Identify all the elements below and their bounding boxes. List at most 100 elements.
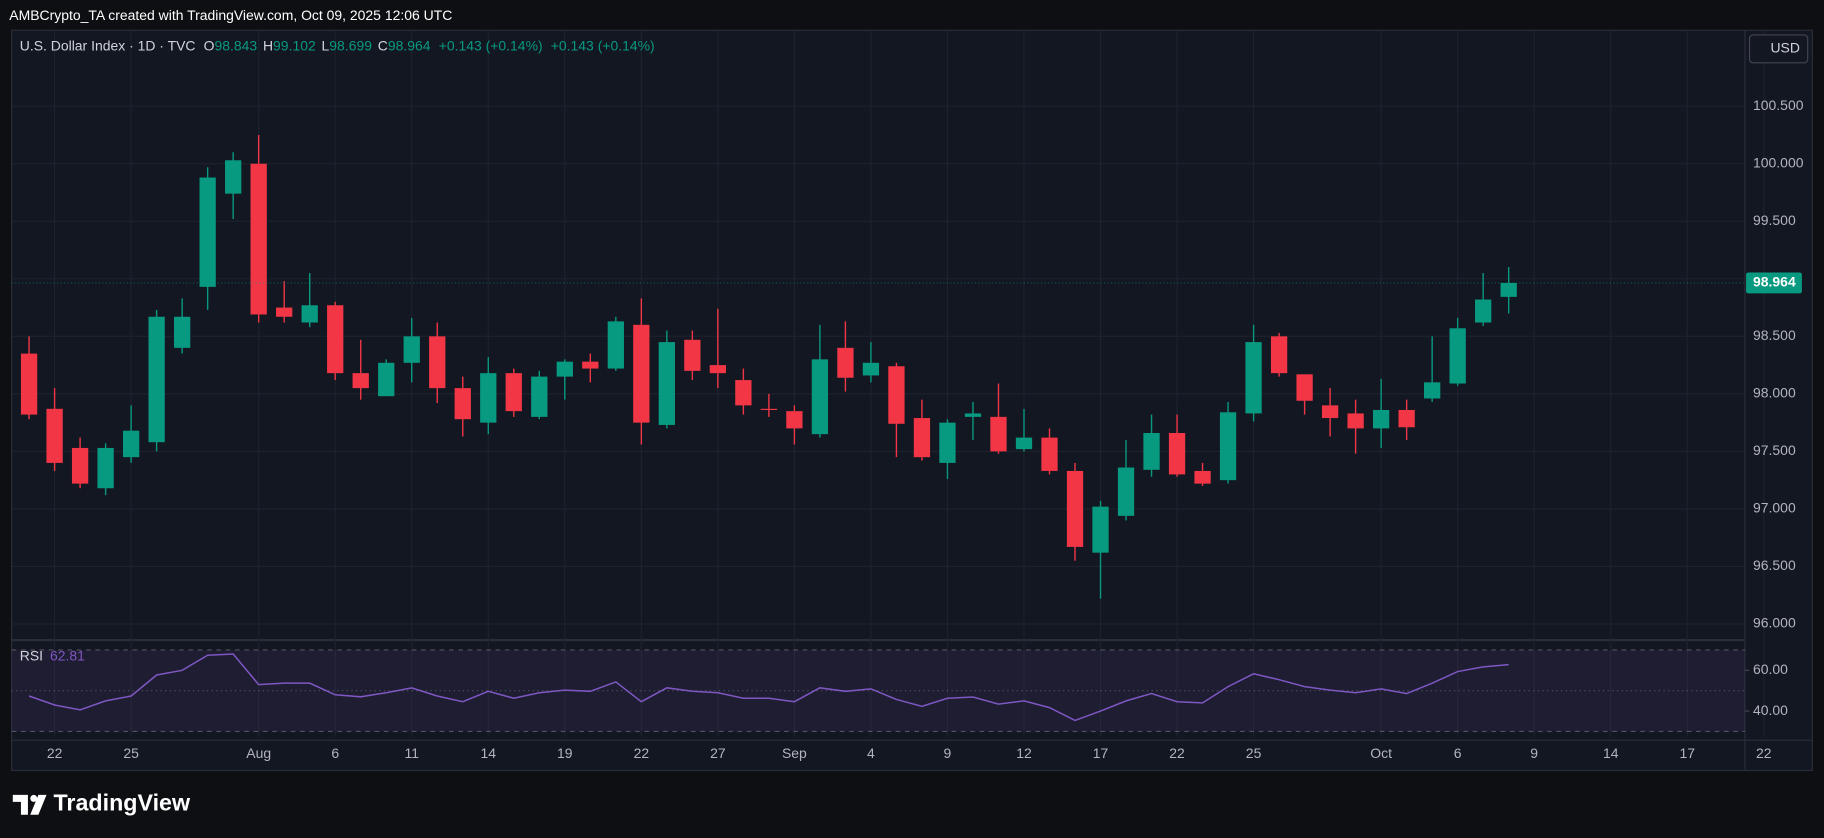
toolbar: USD	[1748, 34, 1809, 64]
legend-item: 98.699	[329, 37, 372, 53]
candle-body	[480, 373, 497, 423]
x-tick-label: 14	[481, 745, 497, 761]
x-tick-label: 9	[1530, 745, 1538, 761]
x-tick-label: 11	[404, 745, 419, 761]
candle-body	[811, 359, 829, 435]
x-tick-label: 25	[123, 745, 139, 761]
candle-body	[352, 373, 369, 389]
candle-body	[786, 411, 803, 429]
x-tick-label: Sep	[782, 745, 807, 761]
candle-body	[1143, 432, 1160, 470]
candle-body	[429, 336, 446, 389]
rsi-legend: RSI 62.81	[20, 647, 85, 663]
candle-body	[71, 447, 89, 484]
candle-body	[1092, 506, 1109, 553]
candle-body	[20, 353, 38, 415]
candle-body	[1219, 412, 1237, 481]
x-tick-label: 25	[1246, 745, 1262, 761]
legend-item: U.S. Dollar Index · 1D · TVC	[20, 37, 196, 53]
candle-body	[556, 361, 573, 377]
candle-body	[174, 316, 191, 348]
candle-body	[276, 307, 293, 317]
candle-body	[684, 339, 701, 371]
candle-body	[990, 416, 1007, 452]
candle-body	[1194, 470, 1211, 484]
x-tick-label: Oct	[1370, 745, 1392, 761]
x-tick-label: 22	[634, 745, 650, 761]
candle-body	[454, 388, 471, 420]
candle-body	[837, 347, 854, 378]
candle-body	[1500, 282, 1517, 297]
y-tick-label: 97.000	[1753, 500, 1796, 516]
logo-icon	[12, 794, 47, 815]
candle-body	[862, 362, 880, 376]
candle-body	[97, 447, 114, 489]
candle-body	[888, 366, 905, 424]
legend-item: L	[322, 37, 330, 53]
y-tick-label: 98.500	[1753, 327, 1796, 343]
x-tick-label: 6	[331, 745, 339, 761]
candle-body	[1424, 382, 1441, 399]
logo-text: TradingView	[54, 789, 191, 815]
candle-body	[378, 362, 395, 397]
x-tick-label: 9	[944, 745, 952, 761]
x-tick-label: 27	[710, 745, 726, 761]
candle-body	[1245, 342, 1262, 414]
legend-item: +0.143 (+0.14%)	[551, 37, 655, 53]
candle-body	[939, 422, 956, 463]
y-tick-label: 99.500	[1753, 212, 1796, 228]
candle-body	[658, 342, 675, 425]
x-tick-label: 22	[1169, 745, 1185, 761]
candle-body	[122, 430, 140, 458]
legend-item: 98.964	[388, 37, 431, 53]
candle-body	[505, 373, 522, 412]
candle-body	[1475, 299, 1492, 323]
candle-body	[1117, 467, 1135, 516]
candle-body	[913, 418, 931, 458]
candle-body	[1449, 328, 1466, 384]
candle-body	[199, 177, 216, 287]
currency-label[interactable]: USD	[1770, 40, 1799, 56]
candle-body	[1321, 405, 1339, 419]
x-tick-label: 4	[867, 745, 875, 761]
candle-body	[582, 361, 599, 369]
rsi-name: RSI	[20, 647, 43, 663]
legend-item: +0.143 (+0.14%)	[439, 37, 543, 53]
candle-body	[1168, 432, 1186, 475]
candle-body	[633, 324, 650, 423]
candle-body	[1015, 437, 1033, 450]
candle-body	[735, 380, 752, 406]
candles	[20, 134, 1517, 599]
chart-legend: U.S. Dollar Index · 1D · TVC O98.843 H99.1…	[20, 37, 655, 53]
x-tick-label: 14	[1603, 745, 1619, 761]
x-tick-label: 12	[1016, 745, 1032, 761]
x-tick-label: 6	[1454, 745, 1462, 761]
rsi-tick-label: 60.00	[1753, 661, 1788, 677]
candle-body	[327, 305, 344, 374]
last-price-label: 98.964	[1753, 274, 1796, 290]
candle-body	[531, 376, 548, 417]
candle-body	[760, 408, 778, 410]
candle-body	[1270, 336, 1288, 374]
candle-body	[1041, 437, 1058, 471]
legend-item: 98.843	[214, 37, 257, 53]
rsi-value: 62.81	[50, 647, 85, 663]
candle-body	[709, 365, 727, 374]
currency-button[interactable]	[1748, 34, 1809, 64]
candle-body	[607, 321, 624, 369]
x-tick-label: Aug	[246, 745, 271, 761]
chart-area	[11, 29, 1813, 772]
candle-body	[964, 413, 982, 417]
x-tick-label: 17	[1679, 745, 1695, 761]
legend-item: H	[263, 37, 273, 53]
y-tick-label: 100.500	[1753, 97, 1804, 113]
y-tick-label: 98.000	[1753, 385, 1796, 401]
candle-body	[250, 163, 267, 315]
legend-item: O	[204, 37, 215, 53]
last-price-box	[1746, 272, 1802, 294]
candle-body	[1398, 409, 1415, 428]
legend-item: 99.102	[273, 37, 316, 53]
candle-body	[148, 316, 165, 443]
y-tick-label: 100.000	[1753, 154, 1804, 170]
